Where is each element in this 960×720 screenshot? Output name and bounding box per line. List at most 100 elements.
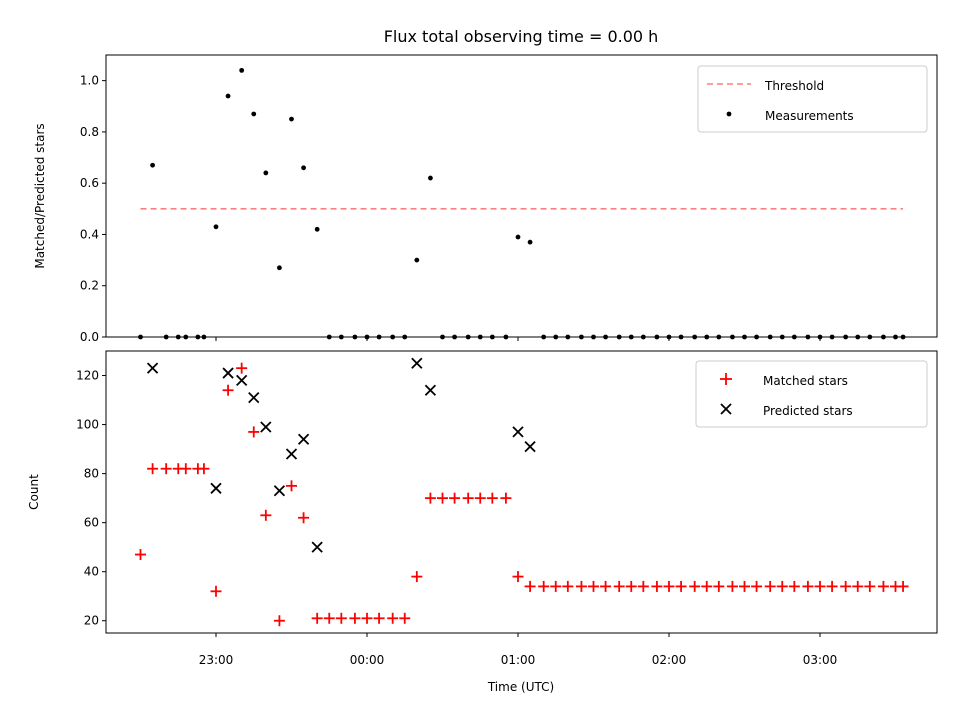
matched-stars-point — [500, 492, 512, 504]
matched-stars-point — [651, 580, 663, 592]
predicted-stars-point — [236, 374, 248, 387]
bottom-y-tick-label: 120 — [76, 369, 99, 383]
matched-stars-point — [373, 612, 385, 624]
x-tick-label: 02:00 — [652, 653, 687, 667]
matched-stars-point — [335, 612, 347, 624]
matched-stars-point — [764, 580, 776, 592]
top-y-tick-label: 1.0 — [80, 74, 99, 88]
matched-stars-point — [637, 580, 649, 592]
matched-stars-point — [877, 580, 889, 592]
predicted-stars-point — [285, 448, 298, 460]
matched-stars-point — [248, 426, 260, 438]
matched-stars-point — [701, 580, 713, 592]
matched-stars-point — [663, 580, 675, 592]
measurements-point — [428, 175, 433, 181]
matched-stars-point — [897, 580, 909, 592]
predicted-stars-point — [512, 426, 524, 438]
measurements-point — [289, 116, 294, 122]
matched-stars-point — [613, 580, 625, 592]
predicted-stars-point — [260, 421, 272, 433]
matched-stars-point — [210, 585, 222, 597]
matched-stars-point — [222, 384, 234, 396]
predicted-stars-point — [210, 482, 222, 494]
bottom-y-tick-label: 100 — [76, 418, 99, 432]
matched-stars-point — [160, 463, 172, 475]
predicted-stars-point — [311, 541, 323, 553]
matched-stars-point — [575, 580, 587, 592]
top-axes: 0.0 0.2 0.4 0.6 0.8 1.0 — [80, 54, 938, 344]
predicted-stars-point — [273, 485, 286, 497]
bottom-marks — [135, 357, 909, 627]
predicted-stars-point — [411, 357, 423, 369]
top-plot-frame — [105, 54, 938, 338]
measurements-point — [414, 257, 420, 263]
top-y-tick-label: 0.4 — [80, 227, 99, 241]
measurements-point — [213, 224, 219, 230]
bottom-y-tick-label: 20 — [84, 614, 99, 628]
bottom-legend: Matched stars Predicted stars — [695, 360, 928, 428]
matched-stars-point — [323, 612, 335, 624]
matched-stars-point — [840, 580, 852, 592]
predicted-legend-swatch — [720, 403, 732, 415]
measurements-point — [314, 226, 320, 232]
top-y-tick-label: 0.0 — [80, 330, 99, 344]
x-axis-label: Time (UTC) — [487, 680, 554, 694]
matched-stars-point — [311, 612, 323, 624]
matched-stars-point — [411, 571, 423, 583]
predicted-legend-label: Predicted stars — [763, 404, 853, 418]
matched-stars-point — [180, 463, 192, 475]
matched-stars-point — [538, 580, 550, 592]
top-panel: Flux total observing time = 0.00 h 0.0 0.… — [33, 27, 938, 344]
bottom-y-axis-label: Count — [27, 474, 41, 510]
matched-stars-point — [449, 492, 461, 504]
x-tick-label: 01:00 — [501, 653, 536, 667]
matched-stars-point — [713, 580, 725, 592]
matched-stars-point — [424, 492, 436, 504]
matched-stars-point — [349, 612, 361, 624]
matched-stars-point — [562, 580, 574, 592]
predicted-stars-point — [524, 440, 536, 453]
matched-stars-point — [474, 492, 486, 504]
matched-stars-point — [298, 512, 310, 524]
top-y-tick-label: 0.6 — [80, 176, 99, 190]
matched-stars-point — [236, 362, 248, 374]
matched-stars-point — [399, 612, 411, 624]
measurements-point — [251, 111, 257, 117]
matched-stars-point — [864, 580, 876, 592]
matched-stars-point — [776, 580, 788, 592]
measurements-point — [527, 239, 533, 245]
predicted-stars-point — [424, 384, 437, 396]
matched-stars-point — [286, 480, 297, 492]
matched-stars-point — [625, 580, 637, 592]
top-legend: Threshold Measurements — [697, 65, 928, 133]
matched-stars-point — [826, 580, 838, 592]
chart-title: Flux total observing time = 0.00 h — [384, 27, 659, 46]
matched-stars-point — [387, 612, 399, 624]
measurements-point — [239, 67, 245, 73]
top-y-tick-label: 0.8 — [80, 125, 99, 139]
measurements-legend-label: Measurements — [765, 109, 854, 123]
bottom-legend-box — [695, 360, 928, 428]
threshold-legend-label: Threshold — [764, 79, 824, 93]
matched-stars-point — [260, 509, 272, 521]
measurements-point — [301, 165, 306, 171]
top-legend-box — [697, 65, 928, 133]
predicted-stars-point — [297, 433, 310, 445]
matched-stars-point — [852, 580, 864, 592]
measurements-point — [225, 93, 231, 99]
matched-stars-point — [524, 580, 536, 592]
measurements-legend-swatch — [726, 111, 732, 117]
matched-stars-point — [147, 463, 159, 475]
matched-stars-point — [486, 492, 498, 504]
x-tick-label: 23:00 — [199, 653, 234, 667]
matched-stars-point — [135, 549, 146, 561]
matched-stars-point — [462, 492, 474, 504]
measurements-point — [277, 265, 282, 271]
matched-stars-point — [512, 571, 524, 583]
matched-stars-point — [600, 580, 612, 592]
predicted-stars-point — [248, 391, 260, 404]
x-tick-label: 03:00 — [803, 653, 838, 667]
matched-stars-point — [361, 612, 373, 624]
bottom-plot-frame — [105, 350, 938, 634]
x-tick-label: 00:00 — [350, 653, 385, 667]
